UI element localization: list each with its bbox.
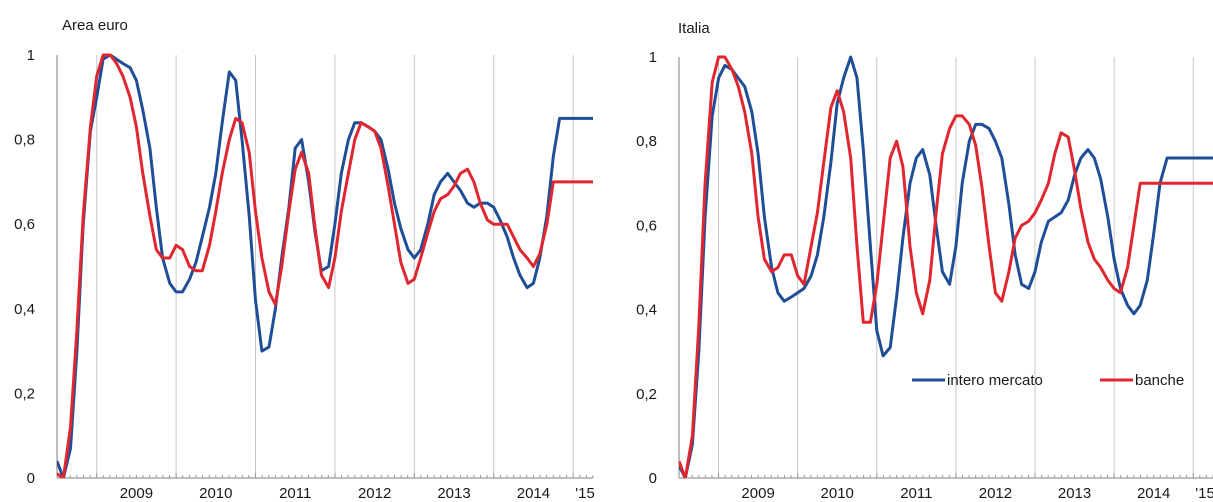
y-tick-label: 0,4 [14,301,35,318]
y-tick-label: 0,6 [14,216,35,233]
y-tick-label: 1 [27,47,35,64]
legend-label-intero-mercato: intero mercato [947,372,1043,389]
x-tick-label: 2011 [900,485,932,502]
y-tick-label: 1 [649,49,657,66]
y-tick-label: 0,6 [636,217,657,234]
y-tick-label: 0,2 [14,385,35,402]
y-tick-label: 0,8 [636,133,657,150]
x-tick-label: '15 [1195,485,1213,502]
axes: 0 0,2 0,4 0,6 0,8 1 2009 2010 2011 2012 2013 2014 '1… [14,47,595,502]
x-tick-label: 2009 [120,485,153,502]
y-tick-label: 0 [649,470,657,487]
x-tick-label: 2010 [821,485,854,502]
x-tick-label: 2012 [358,485,391,502]
chart-title: Italia [678,20,710,37]
y-tick-label: 0,2 [636,386,657,403]
chart-panel-area-euro: Area euro 0 0,2 0,4 0,6 0,8 1 2009 2010 2011 2012… [14,17,595,502]
x-tick-label: 2009 [741,485,774,502]
x-tick-label: 2010 [199,485,232,502]
chart-title: Area euro [62,17,128,34]
y-tick-label: 0 [27,470,35,487]
x-tick-label: '15 [575,485,595,502]
series-line-intero-mercato [679,55,1213,478]
axes: 0 0,2 0,4 0,6 0,8 1 2009 2010 2011 2012 2013 2014 '1… [636,49,1213,502]
series-line-banche [679,55,1213,478]
x-tick-label: 2011 [279,485,311,502]
x-tick-label: 2014 [517,485,550,502]
legend: intero mercato banche [912,372,1184,389]
series-group [679,55,1213,478]
series-line-banche [57,53,593,478]
y-tick-label: 0,4 [636,302,657,319]
legend-label-banche: banche [1135,372,1184,389]
y-tick-label: 0,8 [14,132,35,149]
x-tick-label: 2013 [437,485,470,502]
x-tick-label: 2013 [1058,485,1091,502]
chart-panel-italia: Italia 0 0,2 0,4 0,6 0,8 1 2009 2010 2011 2012 201… [636,20,1213,502]
x-tick-label: 2012 [979,485,1012,502]
series-line-intero-mercato [57,53,593,478]
series-group [57,53,593,478]
x-tick-label: 2014 [1137,485,1170,502]
